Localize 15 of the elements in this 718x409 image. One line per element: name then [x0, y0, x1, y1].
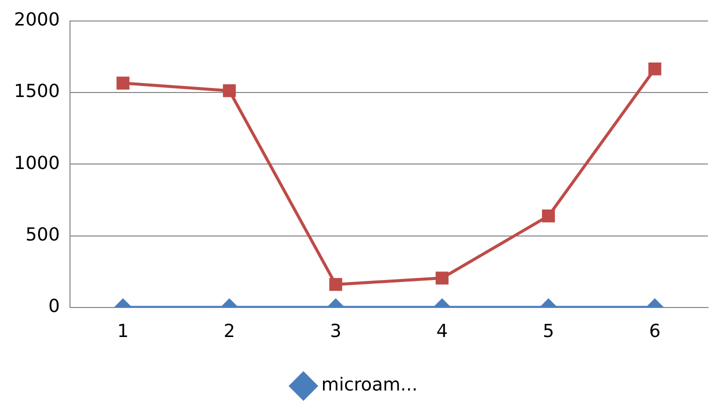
y-tick-label: 2000: [14, 9, 60, 30]
y-tick-label: 1000: [14, 152, 60, 174]
y-tick-label: 1500: [14, 81, 60, 102]
x-tick-label: 1: [117, 320, 129, 342]
y-tick-label: 0: [48, 296, 60, 318]
y-tick-label: 500: [25, 224, 60, 246]
x-tick-label: 5: [542, 320, 554, 342]
point: [222, 84, 236, 98]
x-tick-label: 4: [436, 320, 448, 342]
x-tick-label: 3: [330, 320, 342, 342]
point: [648, 62, 662, 76]
x-tick-label: 2: [224, 320, 236, 342]
point: [116, 76, 130, 90]
legend-label: microam...: [321, 374, 418, 396]
x-tick-label: 6: [649, 320, 661, 342]
